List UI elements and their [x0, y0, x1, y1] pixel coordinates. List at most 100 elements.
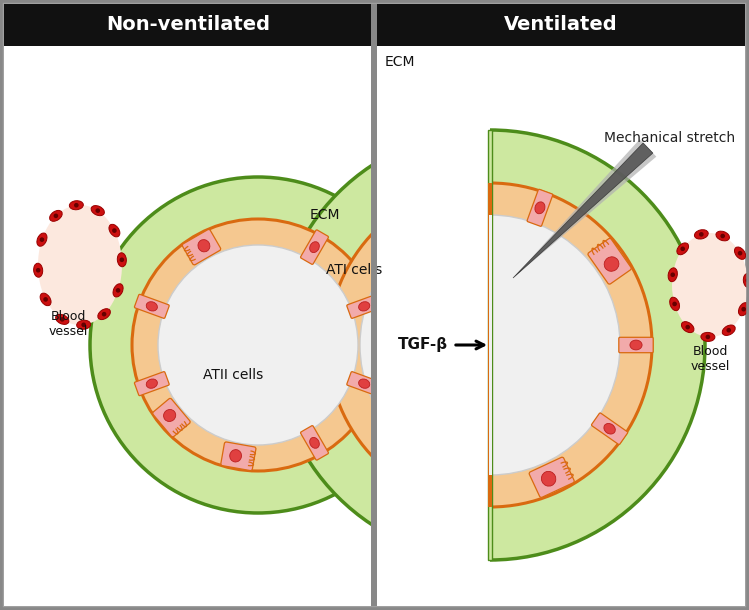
Circle shape [37, 268, 40, 272]
Ellipse shape [694, 230, 709, 239]
Circle shape [40, 238, 43, 241]
Polygon shape [513, 143, 653, 278]
Ellipse shape [359, 379, 370, 389]
Ellipse shape [132, 219, 384, 471]
Ellipse shape [49, 210, 62, 221]
Circle shape [116, 289, 120, 292]
Ellipse shape [739, 303, 749, 316]
Ellipse shape [91, 206, 104, 216]
Circle shape [103, 312, 106, 316]
Circle shape [75, 204, 78, 207]
Bar [371, 4, 377, 606]
Ellipse shape [230, 450, 241, 462]
Circle shape [721, 234, 724, 238]
Circle shape [739, 251, 742, 255]
FancyBboxPatch shape [527, 189, 553, 226]
Ellipse shape [309, 437, 319, 448]
Circle shape [686, 326, 689, 329]
Ellipse shape [743, 273, 749, 287]
Ellipse shape [76, 320, 91, 329]
Text: Mechanical stretch: Mechanical stretch [604, 131, 736, 145]
Ellipse shape [672, 233, 748, 337]
Bar [377, 46, 490, 606]
Ellipse shape [163, 409, 176, 422]
Ellipse shape [682, 321, 694, 332]
Ellipse shape [90, 177, 426, 513]
FancyBboxPatch shape [529, 457, 574, 498]
Circle shape [44, 298, 47, 301]
Text: Non-ventilated: Non-ventilated [106, 15, 270, 35]
Ellipse shape [630, 340, 642, 350]
Circle shape [742, 307, 745, 310]
Bar [371, 4, 377, 606]
Ellipse shape [37, 233, 47, 246]
Ellipse shape [118, 253, 127, 267]
Ellipse shape [670, 297, 679, 310]
Ellipse shape [722, 325, 736, 336]
Circle shape [727, 329, 730, 332]
Circle shape [55, 214, 58, 217]
Circle shape [706, 336, 709, 339]
Circle shape [673, 303, 676, 306]
Text: ATII cells: ATII cells [203, 368, 263, 382]
Ellipse shape [146, 379, 157, 389]
Text: Blood
vessel: Blood vessel [691, 345, 730, 373]
Ellipse shape [98, 309, 110, 320]
Bar [4, 4, 372, 46]
Ellipse shape [535, 202, 545, 213]
Ellipse shape [146, 302, 157, 311]
Ellipse shape [109, 224, 120, 237]
FancyBboxPatch shape [182, 229, 221, 265]
FancyBboxPatch shape [347, 371, 381, 396]
FancyBboxPatch shape [134, 371, 169, 396]
Ellipse shape [275, 130, 705, 560]
Ellipse shape [34, 264, 43, 277]
Ellipse shape [158, 245, 358, 445]
FancyBboxPatch shape [153, 398, 190, 437]
FancyBboxPatch shape [592, 413, 628, 445]
Text: TGF-β: TGF-β [398, 337, 448, 353]
FancyBboxPatch shape [347, 295, 381, 318]
Circle shape [700, 233, 703, 236]
Circle shape [746, 279, 749, 282]
FancyBboxPatch shape [300, 230, 329, 264]
Ellipse shape [40, 293, 51, 306]
FancyBboxPatch shape [300, 426, 329, 460]
Ellipse shape [198, 240, 210, 252]
FancyBboxPatch shape [134, 295, 169, 318]
Circle shape [681, 247, 685, 251]
Polygon shape [513, 139, 656, 278]
Ellipse shape [309, 242, 319, 253]
Ellipse shape [677, 243, 688, 255]
Ellipse shape [359, 302, 370, 311]
Ellipse shape [38, 205, 122, 325]
Circle shape [96, 209, 100, 212]
Ellipse shape [701, 332, 715, 342]
Ellipse shape [735, 247, 745, 259]
Text: ECM: ECM [310, 208, 341, 222]
Ellipse shape [70, 201, 83, 210]
Bar [377, 4, 745, 46]
Ellipse shape [328, 183, 652, 507]
Bar [488, 130, 492, 560]
FancyBboxPatch shape [588, 239, 631, 284]
Bar [488, 183, 492, 507]
Ellipse shape [716, 231, 730, 241]
Text: ECM: ECM [385, 55, 416, 69]
Ellipse shape [604, 257, 619, 271]
Text: Blood
vessel: Blood vessel [49, 310, 88, 338]
Ellipse shape [113, 284, 123, 297]
FancyBboxPatch shape [221, 442, 256, 470]
FancyBboxPatch shape [619, 337, 653, 353]
Bar [489, 215, 492, 475]
Ellipse shape [360, 215, 620, 475]
Text: ATI cells: ATI cells [326, 263, 382, 277]
Circle shape [121, 258, 124, 261]
Ellipse shape [668, 268, 677, 282]
Circle shape [113, 229, 116, 232]
Ellipse shape [55, 314, 69, 325]
Circle shape [82, 323, 85, 326]
Ellipse shape [604, 423, 616, 434]
Ellipse shape [542, 472, 556, 486]
Text: Ventilated: Ventilated [504, 15, 618, 35]
